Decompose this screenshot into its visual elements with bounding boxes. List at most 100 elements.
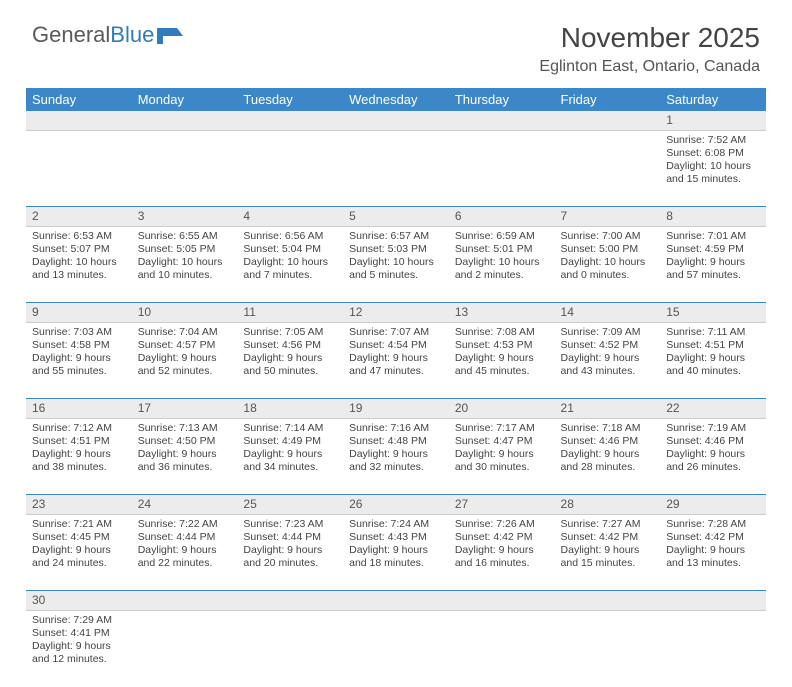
day-cell	[343, 611, 449, 687]
day-daylight1: Daylight: 10 hours	[455, 256, 549, 269]
day-number: 21	[555, 399, 661, 419]
day-number: 24	[132, 495, 238, 515]
day-daylight1: Daylight: 9 hours	[349, 448, 443, 461]
day-number	[26, 111, 132, 131]
day-daylight2: and 0 minutes.	[561, 269, 655, 282]
day-daylight2: and 10 minutes.	[138, 269, 232, 282]
day-sunset: Sunset: 5:07 PM	[32, 243, 126, 256]
day-daylight2: and 28 minutes.	[561, 461, 655, 474]
week-row: Sunrise: 7:52 AMSunset: 6:08 PMDaylight:…	[26, 131, 766, 207]
day-daylight1: Daylight: 9 hours	[666, 256, 760, 269]
day-sunset: Sunset: 5:04 PM	[243, 243, 337, 256]
day-sunset: Sunset: 4:49 PM	[243, 435, 337, 448]
day-daylight1: Daylight: 9 hours	[349, 544, 443, 557]
day-number	[343, 111, 449, 131]
day-cell: Sunrise: 7:07 AMSunset: 4:54 PMDaylight:…	[343, 323, 449, 399]
day-sunrise: Sunrise: 7:07 AM	[349, 326, 443, 339]
day-cell: Sunrise: 7:28 AMSunset: 4:42 PMDaylight:…	[660, 515, 766, 591]
day-daylight2: and 40 minutes.	[666, 365, 760, 378]
day-cell	[237, 131, 343, 207]
day-number	[343, 591, 449, 611]
day-sunset: Sunset: 4:41 PM	[32, 627, 126, 640]
day-number: 18	[237, 399, 343, 419]
day-sunrise: Sunrise: 6:53 AM	[32, 230, 126, 243]
day-cell: Sunrise: 6:59 AMSunset: 5:01 PMDaylight:…	[449, 227, 555, 303]
day-number	[132, 591, 238, 611]
day-daylight1: Daylight: 9 hours	[138, 544, 232, 557]
week-row: Sunrise: 7:03 AMSunset: 4:58 PM Daylight:…	[26, 323, 766, 399]
day-daylight2: and 16 minutes.	[455, 557, 549, 570]
day-sunset: Sunset: 4:52 PM	[561, 339, 655, 352]
day-number	[449, 591, 555, 611]
day-sunrise: Sunrise: 7:03 AM	[32, 326, 126, 339]
day-sunrise: Sunrise: 6:57 AM	[349, 230, 443, 243]
day-sunrise: Sunrise: 7:26 AM	[455, 518, 549, 531]
day-daylight1: Daylight: 10 hours	[561, 256, 655, 269]
title-block: November 2025 Eglinton East, Ontario, Ca…	[539, 22, 760, 76]
day-sunset: Sunset: 4:56 PM	[243, 339, 337, 352]
day-sunrise: Sunrise: 7:27 AM	[561, 518, 655, 531]
day-sunset: Sunset: 4:58 PM	[32, 339, 126, 352]
day-cell: Sunrise: 7:08 AMSunset: 4:53 PMDaylight:…	[449, 323, 555, 399]
day-daylight2: and 47 minutes.	[349, 365, 443, 378]
day-daylight1: Daylight: 9 hours	[243, 544, 337, 557]
day-sunset: Sunset: 5:00 PM	[561, 243, 655, 256]
day-cell: Sunrise: 7:14 AMSunset: 4:49 PMDaylight:…	[237, 419, 343, 495]
day-cell	[449, 131, 555, 207]
week-row: Sunrise: 7:12 AMSunset: 4:51 PMDaylight:…	[26, 419, 766, 495]
day-number: 23	[26, 495, 132, 515]
day-number: 8	[660, 207, 766, 227]
day-cell: Sunrise: 7:17 AMSunset: 4:47 PMDaylight:…	[449, 419, 555, 495]
day-number	[237, 111, 343, 131]
logo: GeneralBlue	[32, 22, 183, 48]
header: GeneralBlue November 2025 Eglinton East,…	[0, 0, 792, 82]
day-number: 14	[555, 303, 661, 323]
logo-flag-icon	[157, 26, 183, 44]
day-cell: Sunrise: 6:53 AMSunset: 5:07 PMDaylight:…	[26, 227, 132, 303]
day-daylight2: and 2 minutes.	[455, 269, 549, 282]
day-daylight2: and 57 minutes.	[666, 269, 760, 282]
day-cell: Sunrise: 7:19 AMSunset: 4:46 PMDaylight:…	[660, 419, 766, 495]
day-daylight2: and 36 minutes.	[138, 461, 232, 474]
day-sunset: Sunset: 4:51 PM	[666, 339, 760, 352]
day-daylight2: and 12 minutes.	[32, 653, 126, 666]
day-cell: Sunrise: 6:57 AMSunset: 5:03 PMDaylight:…	[343, 227, 449, 303]
day-cell: Sunrise: 7:21 AMSunset: 4:45 PMDaylight:…	[26, 515, 132, 591]
day-number: 2	[26, 207, 132, 227]
day-number: 30	[26, 591, 132, 611]
page-location: Eglinton East, Ontario, Canada	[539, 58, 760, 76]
day-sunset: Sunset: 5:03 PM	[349, 243, 443, 256]
day-sunrise: Sunrise: 7:52 AM	[666, 134, 760, 147]
day-cell	[660, 611, 766, 687]
day-cell: Sunrise: 7:13 AMSunset: 4:50 PMDaylight:…	[132, 419, 238, 495]
day-sunrise: Sunrise: 7:21 AM	[32, 518, 126, 531]
day-daylight1: Daylight: 10 hours	[138, 256, 232, 269]
day-sunset: Sunset: 4:42 PM	[666, 531, 760, 544]
day-cell: Sunrise: 7:04 AMSunset: 4:57 PMDaylight:…	[132, 323, 238, 399]
day-daylight1: Daylight: 9 hours	[349, 352, 443, 365]
day-cell: Sunrise: 6:55 AMSunset: 5:05 PMDaylight:…	[132, 227, 238, 303]
day-cell	[555, 611, 661, 687]
day-daylight2: and 5 minutes.	[349, 269, 443, 282]
day-sunrise: Sunrise: 7:12 AM	[32, 422, 126, 435]
day-sunset: Sunset: 4:42 PM	[455, 531, 549, 544]
day-daylight1: Daylight: 10 hours	[349, 256, 443, 269]
day-cell: Sunrise: 7:26 AMSunset: 4:42 PMDaylight:…	[449, 515, 555, 591]
day-daylight1: Daylight: 9 hours	[32, 640, 126, 653]
day-number: 27	[449, 495, 555, 515]
day-daylight1: Daylight: 9 hours	[666, 448, 760, 461]
week-row: Sunrise: 7:29 AMSunset: 4:41 PMDaylight:…	[26, 611, 766, 687]
day-number: 28	[555, 495, 661, 515]
day-number: 26	[343, 495, 449, 515]
day-cell: Sunrise: 7:22 AMSunset: 4:44 PMDaylight:…	[132, 515, 238, 591]
day-cell: Sunrise: 7:52 AMSunset: 6:08 PMDaylight:…	[660, 131, 766, 207]
week-row: Sunrise: 6:53 AMSunset: 5:07 PM Daylight:…	[26, 227, 766, 303]
day-sunset: Sunset: 4:50 PM	[138, 435, 232, 448]
day-daylight1: Daylight: 9 hours	[455, 544, 549, 557]
day-sunrise: Sunrise: 6:56 AM	[243, 230, 337, 243]
weekday-header: Friday	[555, 88, 661, 111]
day-sunset: Sunset: 4:54 PM	[349, 339, 443, 352]
day-sunset: Sunset: 4:46 PM	[561, 435, 655, 448]
daynum-row: 9101112131415	[26, 303, 766, 323]
day-daylight1: Daylight: 9 hours	[243, 448, 337, 461]
